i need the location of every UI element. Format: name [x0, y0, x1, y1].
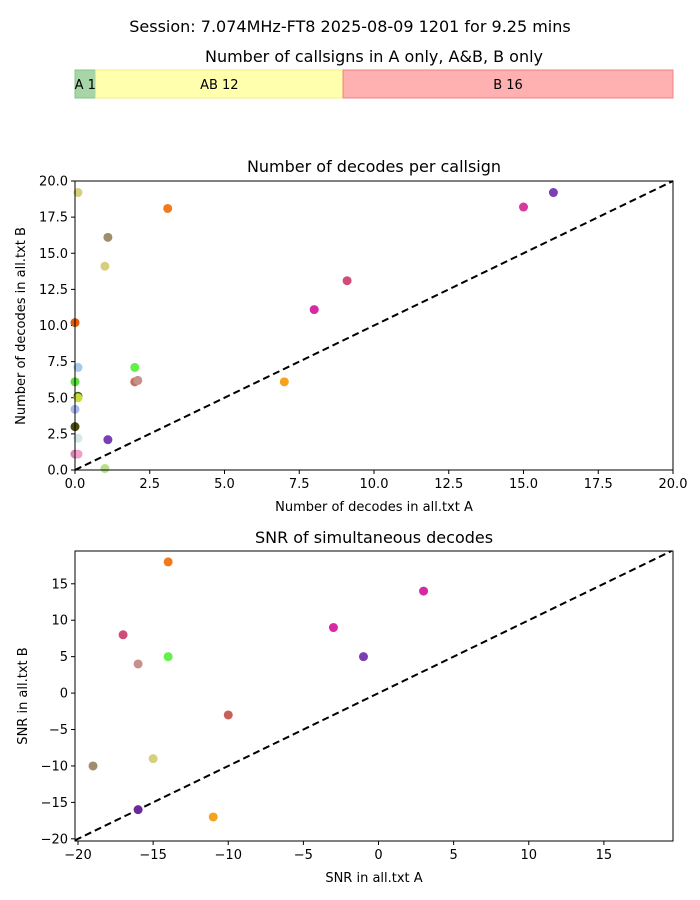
decodes-y-tick-label: 20.0: [39, 175, 68, 190]
snr-y-tick-label: 5: [60, 650, 68, 665]
decodes-x-tick-label: 0.0: [65, 477, 86, 492]
decodes-y-axis-label: Number of decodes in all.txt B: [14, 227, 29, 425]
snr-x-tick-label: 0: [374, 848, 382, 863]
decodes-x-tick-label: 20.0: [659, 477, 688, 492]
decodes-plot-area: 0.00.0 2.5 2.5 5.0 5.0 7.5 7.5 10.0 10.0 12.5 12.5…: [39, 175, 687, 493]
decodes-point: [548, 188, 558, 198]
decodes-point: [73, 449, 83, 459]
snr-y-tick-label: 10: [51, 614, 68, 629]
snr-point: [223, 710, 233, 720]
snr-x-tick-label: −5: [294, 848, 313, 863]
decodes-y-tick-label: 7.5: [47, 355, 68, 370]
snr-point: [133, 805, 143, 815]
snr-x-tick-label: 5: [449, 848, 457, 863]
snr-scatter-panel: SNR of simultaneous decodes SNR in all.t…: [16, 528, 674, 886]
bar-segment-label-2: B 16: [493, 78, 523, 93]
snr-axes-frame: [74, 550, 674, 842]
snr-y-tick-label: −15: [41, 796, 68, 811]
decodes-y-tick-label: 15.0: [39, 247, 68, 262]
decodes-y-tick-label: 2.5: [47, 427, 68, 442]
snr-point: [163, 557, 173, 567]
snr-x-tick-label: −10: [215, 848, 242, 863]
snr-point: [208, 812, 218, 822]
decodes-point: [103, 435, 113, 445]
bar-segment-2: [342, 69, 674, 99]
decodes-x-tick-label: 12.5: [434, 477, 463, 492]
snr-plot-area: −20−20 −15 −15 −10 −10 −5 −5 0 0 5 5 10 10 15 15: [41, 550, 674, 863]
snr-y-tick-label: −10: [41, 759, 68, 774]
decodes-chart-title: Number of decodes per callsign: [247, 157, 501, 176]
decodes-point: [73, 433, 83, 443]
decodes-point: [279, 377, 289, 387]
decodes-x-axis-label: Number of decodes in all.txt A: [275, 500, 473, 515]
decodes-scatter-panel: Number of decodes per callsign Number of…: [14, 157, 687, 515]
snr-x-tick-label: 15: [596, 848, 613, 863]
snr-diagonal-line: [74, 550, 672, 842]
decodes-x-tick-label: 7.5: [289, 477, 310, 492]
decodes-y-tick-label: 5.0: [47, 391, 68, 406]
snr-x-axis-label: SNR in all.txt A: [325, 871, 422, 886]
snr-chart-title: SNR of simultaneous decodes: [255, 528, 493, 547]
decodes-x-tick-label: 10.0: [360, 477, 389, 492]
snr-point: [163, 652, 173, 662]
snr-y-axis-label: SNR in all.txt B: [16, 647, 31, 744]
decodes-point: [309, 305, 319, 315]
snr-y-tick-label: −5: [49, 723, 68, 738]
decodes-x-tick-label: 2.5: [139, 477, 160, 492]
decodes-point: [100, 464, 110, 474]
decodes-point: [100, 261, 110, 271]
decodes-point: [73, 393, 83, 403]
snr-point: [133, 659, 143, 669]
decodes-point: [73, 188, 83, 198]
decodes-axes-frame: [74, 180, 674, 471]
snr-point: [358, 652, 368, 662]
snr-y-tick-label: −20: [41, 832, 68, 847]
snr-point: [148, 754, 158, 764]
decodes-diagonal-line: [74, 180, 674, 471]
bar-segment-1: [95, 69, 344, 99]
snr-y-tick-label: 15: [51, 577, 68, 592]
decodes-x-tick-label: 17.5: [584, 477, 613, 492]
snr-x-tick-label: 10: [520, 848, 537, 863]
decodes-y-tick-label: 10.0: [39, 319, 68, 334]
bar-segments: A 1 AB 12 B 16: [74, 69, 674, 99]
decodes-point: [130, 362, 140, 372]
snr-y-tick-label: 0: [60, 687, 68, 702]
figure-suptitle: Session: 7.074MHz-FT8 2025-08-09 1201 fo…: [129, 17, 570, 36]
snr-x-tick-label: −20: [64, 848, 91, 863]
decodes-x-tick-label: 5.0: [214, 477, 235, 492]
decodes-y-tick-label: 17.5: [39, 211, 68, 226]
decodes-y-tick-label: 12.5: [39, 283, 68, 298]
snr-point: [118, 630, 128, 640]
decodes-point: [163, 203, 173, 213]
decodes-x-tick-label: 15.0: [509, 477, 538, 492]
decodes-point: [73, 362, 83, 372]
decodes-y-tick-label: 0.0: [47, 464, 68, 479]
snr-x-tick-label: −15: [139, 848, 166, 863]
snr-point: [419, 586, 429, 596]
bar-segment-label-0: A 1: [75, 78, 96, 93]
decodes-point: [103, 232, 113, 242]
decodes-point: [342, 276, 352, 286]
snr-point: [328, 623, 338, 633]
snr-point: [88, 761, 98, 771]
decodes-point: [519, 202, 528, 212]
callsign-overlap-bar-panel: Number of callsigns in A only, A&B, B on…: [74, 47, 674, 99]
bar-chart-title: Number of callsigns in A only, A&B, B on…: [205, 47, 543, 66]
decodes-point: [133, 375, 143, 385]
bar-segment-label-1: AB 12: [200, 78, 239, 93]
